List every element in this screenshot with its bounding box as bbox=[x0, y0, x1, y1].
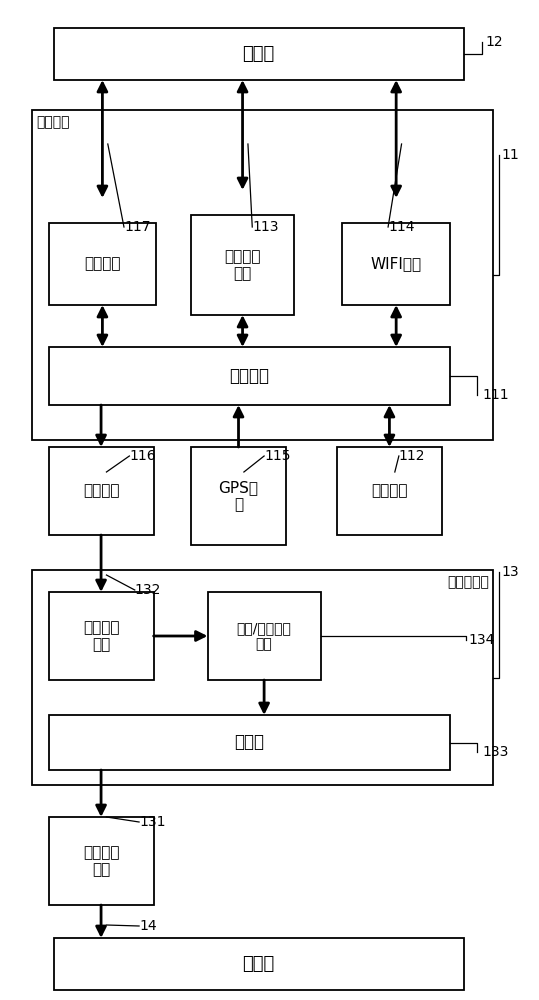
Text: 114: 114 bbox=[388, 220, 414, 234]
Bar bbox=[49, 715, 450, 770]
Bar bbox=[54, 938, 464, 990]
Text: 113: 113 bbox=[252, 220, 279, 234]
Bar bbox=[32, 110, 493, 440]
Text: WIFI模块: WIFI模块 bbox=[371, 256, 421, 271]
Text: 112: 112 bbox=[399, 449, 425, 463]
Text: 133: 133 bbox=[482, 745, 509, 759]
Bar bbox=[191, 215, 294, 315]
Bar bbox=[191, 447, 286, 545]
Text: 115: 115 bbox=[264, 449, 291, 463]
Text: 服务器: 服务器 bbox=[243, 45, 275, 63]
Text: 131: 131 bbox=[139, 815, 165, 829]
Text: 11: 11 bbox=[501, 148, 519, 162]
Text: 控制转换器: 控制转换器 bbox=[447, 575, 489, 589]
Text: 14: 14 bbox=[139, 919, 157, 933]
Text: 存储模块: 存储模块 bbox=[371, 484, 407, 498]
Bar bbox=[337, 447, 442, 535]
Text: 132: 132 bbox=[135, 583, 161, 597]
Text: 111: 111 bbox=[482, 388, 509, 402]
Text: GPS模
块: GPS模 块 bbox=[218, 480, 259, 512]
Text: 智能手机: 智能手机 bbox=[37, 115, 70, 129]
Text: 116: 116 bbox=[129, 449, 156, 463]
Text: 蓝牙模块: 蓝牙模块 bbox=[84, 256, 121, 271]
Text: 117: 117 bbox=[124, 220, 150, 234]
Text: 音频模块: 音频模块 bbox=[83, 484, 119, 498]
Text: 移动通信
模块: 移动通信 模块 bbox=[224, 249, 261, 281]
Bar bbox=[49, 447, 154, 535]
Bar bbox=[208, 592, 321, 680]
Text: 模拟/数字转换
电路: 模拟/数字转换 电路 bbox=[237, 621, 292, 651]
Bar bbox=[54, 28, 464, 80]
Bar bbox=[32, 570, 493, 785]
Bar bbox=[49, 817, 154, 905]
Bar bbox=[49, 223, 156, 305]
Bar bbox=[49, 347, 450, 405]
Text: 音频解码
模块: 音频解码 模块 bbox=[83, 620, 119, 652]
Text: 13: 13 bbox=[501, 565, 519, 579]
Text: 机顶盒: 机顶盒 bbox=[243, 955, 275, 973]
Text: 红外发射
模块: 红外发射 模块 bbox=[83, 845, 119, 877]
Text: 处理模块: 处理模块 bbox=[229, 367, 270, 385]
Text: 134: 134 bbox=[469, 633, 495, 647]
Bar bbox=[342, 223, 450, 305]
Text: 12: 12 bbox=[485, 35, 503, 49]
Bar bbox=[49, 592, 154, 680]
Text: 单片机: 单片机 bbox=[234, 734, 264, 752]
